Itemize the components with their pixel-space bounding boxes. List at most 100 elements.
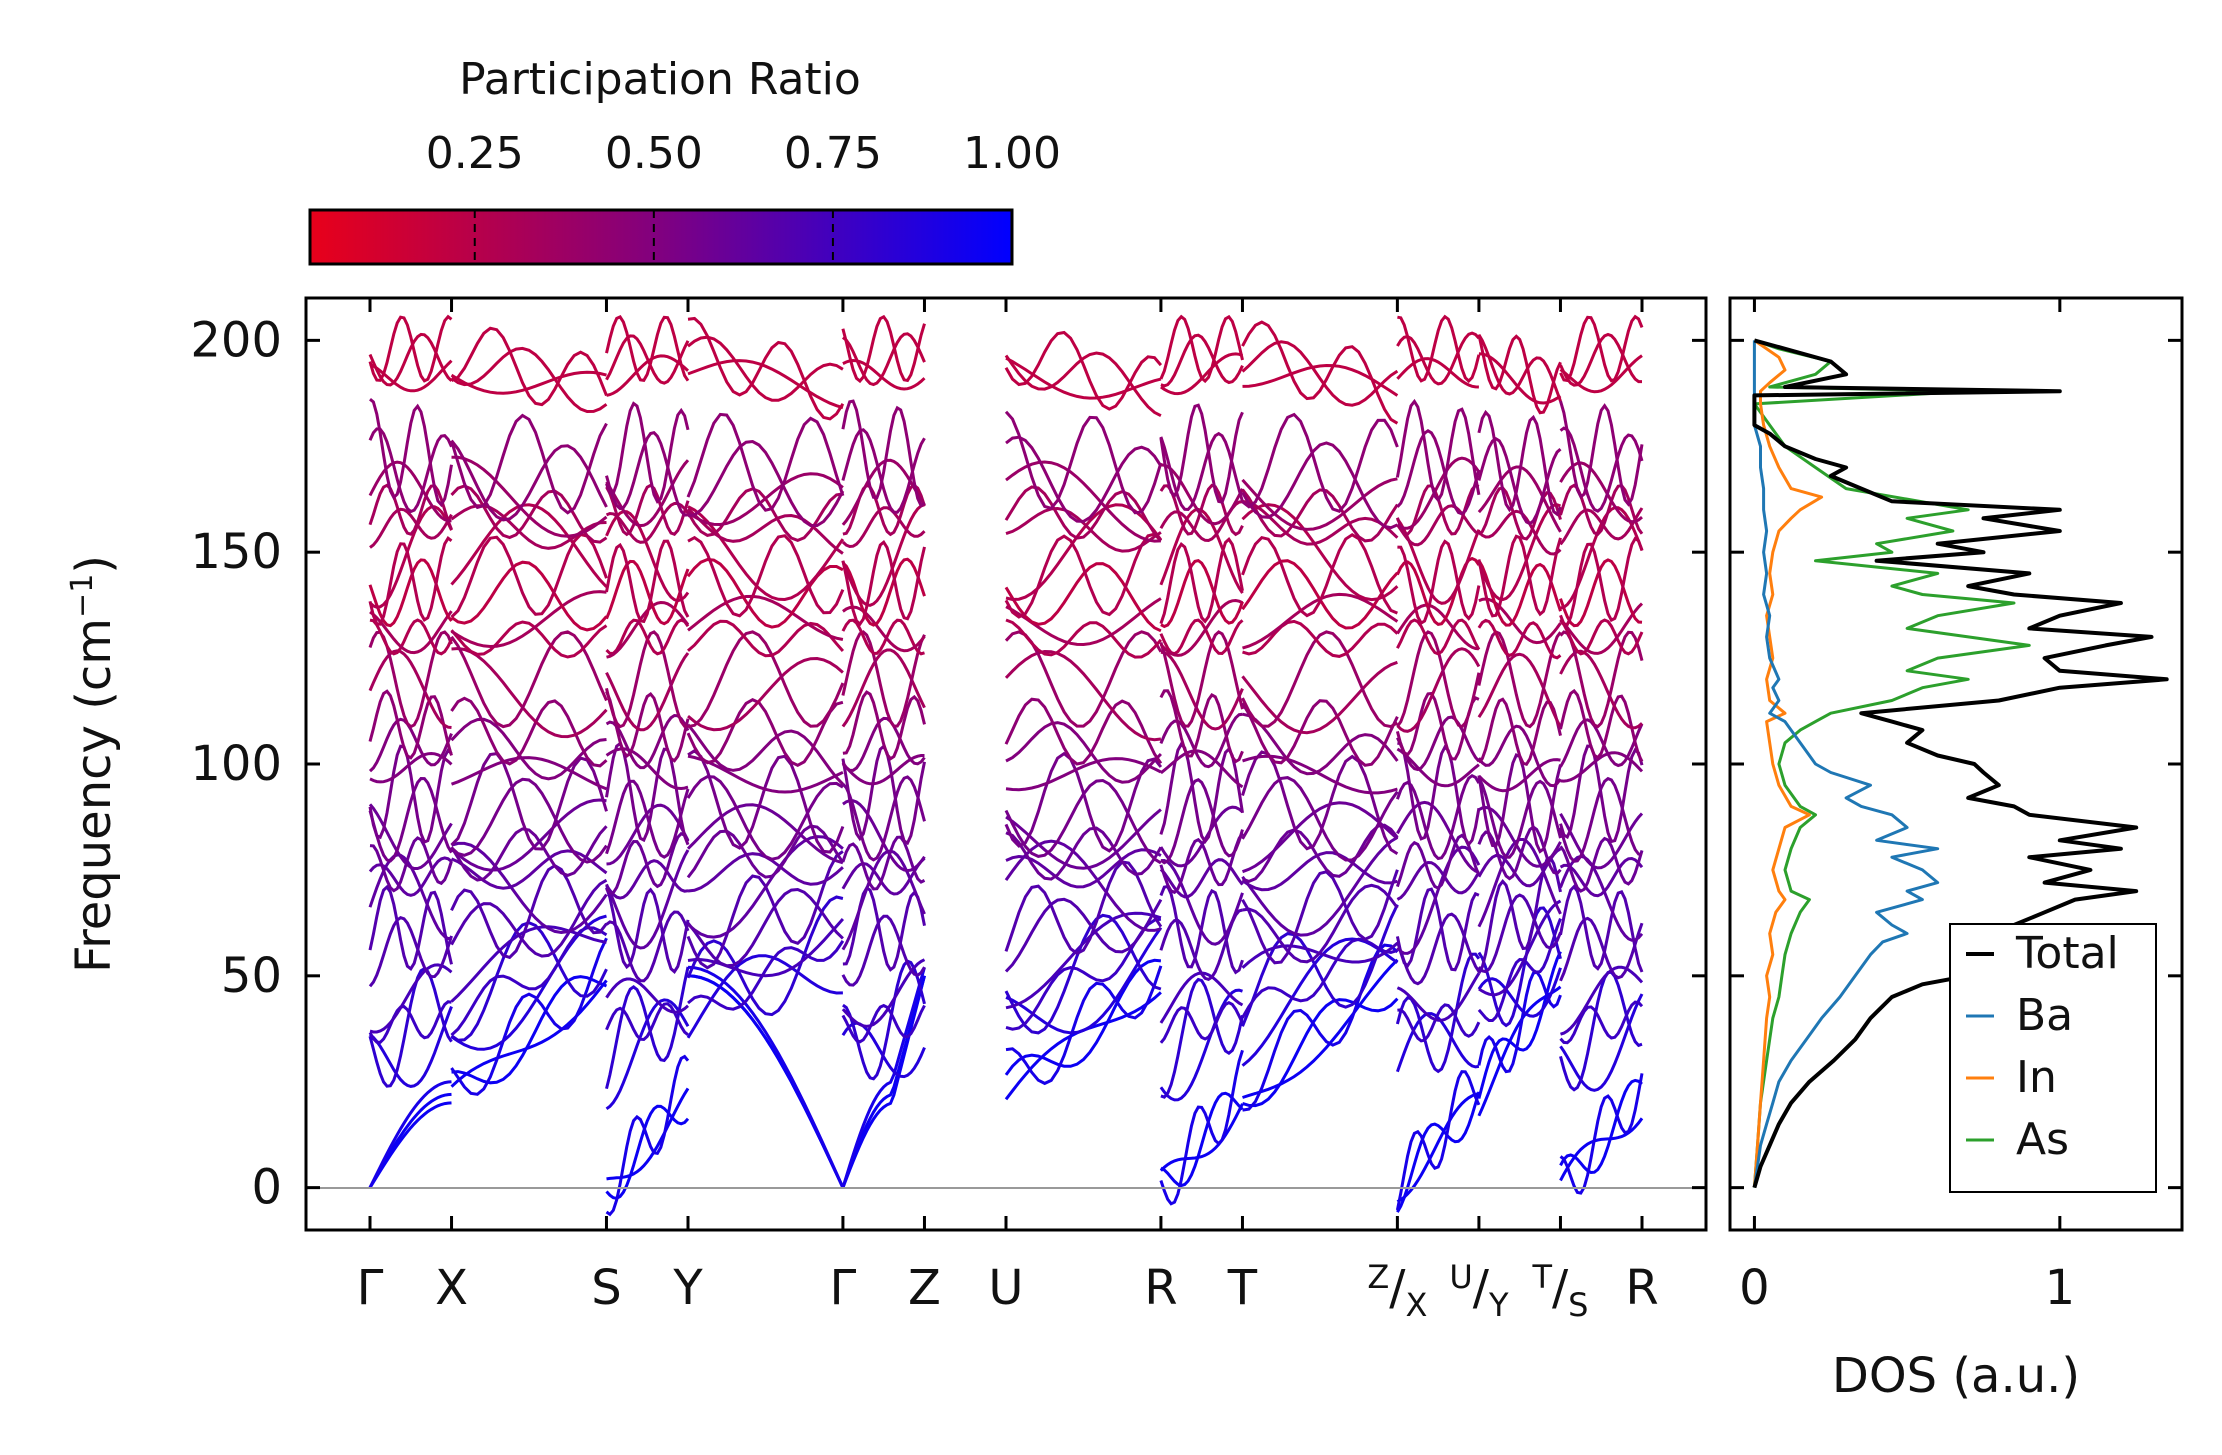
band-line — [1160, 977, 1244, 1099]
band-line — [1396, 747, 1480, 788]
band-line — [450, 346, 608, 414]
band-line — [1241, 836, 1399, 937]
band-line — [1241, 699, 1399, 767]
band-line — [450, 439, 608, 522]
band-line — [1005, 506, 1162, 553]
band-line — [1477, 334, 1562, 415]
band-line — [1559, 630, 1644, 729]
band-line — [1397, 539, 1481, 626]
band-line — [1559, 1073, 1644, 1195]
band-line — [841, 857, 926, 896]
band-line — [841, 630, 926, 728]
band-line — [1477, 847, 1562, 888]
band-line — [1005, 460, 1161, 543]
band-line — [450, 696, 608, 768]
band-line — [450, 532, 608, 619]
band-line — [1004, 697, 1163, 766]
band-line — [1560, 965, 1644, 1036]
dos-line-in — [1752, 339, 1824, 1188]
band-line — [1396, 630, 1481, 729]
band-line — [1395, 1012, 1480, 1073]
band-line — [1396, 429, 1481, 516]
band-line — [1559, 314, 1644, 383]
band-line — [450, 503, 608, 588]
band-line — [842, 605, 926, 653]
band-line — [1478, 899, 1562, 997]
band-line — [841, 775, 926, 862]
band-line — [1559, 836, 1644, 893]
band-line — [605, 779, 690, 859]
band-line — [605, 966, 690, 1090]
band-line — [368, 535, 453, 626]
band-line — [842, 885, 926, 972]
band-line — [1159, 598, 1244, 657]
band-line — [1004, 649, 1162, 742]
band-line — [1004, 913, 1162, 1035]
band-line — [841, 849, 926, 951]
band-line — [1004, 897, 1163, 973]
x-tick-label: Γ — [830, 1260, 857, 1316]
band-line — [605, 509, 690, 603]
band-line — [1160, 650, 1244, 731]
band-line — [1004, 410, 1163, 515]
band-line — [1004, 958, 1162, 1076]
band-line — [1160, 1091, 1244, 1188]
band-line — [1004, 330, 1163, 411]
band-line — [1559, 970, 1643, 1092]
band-line — [450, 777, 608, 864]
band-line — [1559, 916, 1644, 982]
band-line — [1477, 918, 1562, 1022]
band-line — [450, 756, 608, 791]
band-line — [1241, 660, 1398, 735]
y-tick-label: 100 — [190, 736, 282, 792]
band-line — [1396, 357, 1479, 389]
band-line — [841, 428, 926, 514]
band-line — [1005, 757, 1162, 792]
band-line — [687, 940, 845, 1011]
band-line — [605, 910, 690, 983]
colorbar-title: Participation Ratio — [459, 54, 861, 105]
band-line — [686, 803, 844, 865]
band-line — [450, 798, 607, 872]
dos-x-tick-label: 0 — [1739, 1260, 1770, 1316]
band-line — [1241, 533, 1398, 618]
band-line — [1559, 884, 1644, 973]
y-tick-label: 50 — [221, 948, 282, 1004]
band-line — [841, 835, 926, 891]
x-tick-label: S — [591, 1260, 621, 1316]
band-line — [841, 716, 926, 772]
y-axis-label: Frequency (cm−1) — [65, 555, 122, 973]
band-line — [687, 619, 845, 658]
band-line — [687, 335, 844, 402]
band-line — [1159, 805, 1244, 868]
band-line — [605, 401, 690, 504]
band-line — [1159, 884, 1244, 975]
band-line — [368, 717, 453, 773]
band-line — [1559, 618, 1644, 656]
band-line — [687, 359, 844, 410]
band-line — [1242, 883, 1399, 964]
x-tick-label: Y — [672, 1260, 703, 1316]
band-line — [369, 507, 453, 549]
band-line — [1241, 750, 1399, 856]
legend-label: Total — [2015, 928, 2119, 979]
band-line — [1396, 715, 1481, 772]
band-line — [1004, 991, 1162, 1101]
band-line — [1477, 758, 1561, 793]
band-line — [451, 455, 608, 538]
band-line — [450, 504, 607, 550]
band-line — [1242, 712, 1399, 776]
band-line — [450, 979, 608, 1088]
band-line — [1159, 749, 1244, 789]
band-line — [1159, 988, 1243, 1102]
band-line — [368, 1080, 452, 1189]
band-line — [450, 560, 608, 632]
band-line — [450, 937, 608, 1096]
band-line — [1241, 503, 1399, 602]
x-tick-label: R — [1625, 1260, 1658, 1316]
band-line — [1559, 536, 1644, 627]
band-line — [1396, 1091, 1481, 1213]
band-line — [841, 503, 925, 607]
band-line — [1396, 1091, 1480, 1203]
